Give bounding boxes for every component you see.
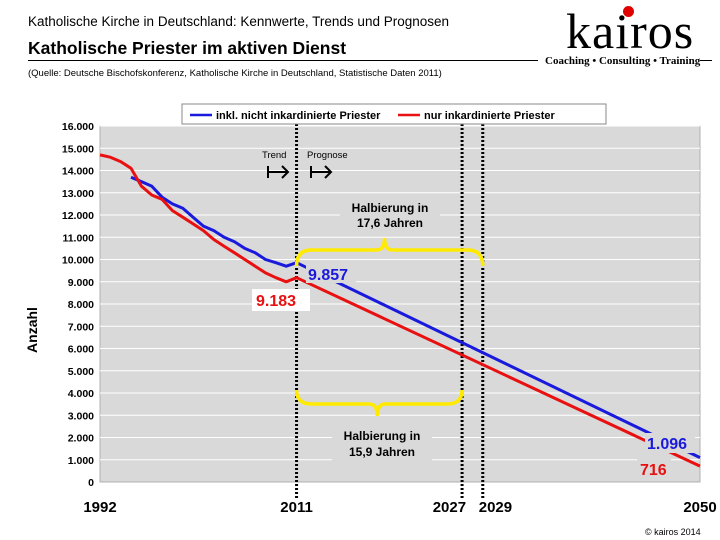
halving-upper-line1: Halbierung in [352, 201, 429, 215]
trend-label: Trend [262, 150, 286, 161]
y-tick-label: 14.000 [62, 166, 94, 178]
source-note: (Quelle: Deutsche Bischofskonferenz, Kat… [28, 68, 442, 79]
red-2050-label: 716 [640, 462, 667, 479]
red-2011-label-bg [252, 289, 310, 311]
blue-2011-label-bg [306, 263, 356, 283]
y-tick-label: 3.000 [68, 410, 94, 422]
halving-upper-line2: 17,6 Jahren [357, 216, 423, 230]
prognose-label: Prognose [307, 150, 348, 161]
copyright: © kairos 2014 [645, 527, 701, 537]
y-tick-label: 8.000 [68, 299, 94, 311]
x-tick-label: 2027 [433, 499, 466, 516]
y-tick-label: 16.000 [62, 121, 94, 133]
logo-dot-icon [623, 6, 634, 17]
y-tick-label: 6.000 [68, 344, 94, 356]
red-2011-label: 9.183 [256, 293, 296, 310]
x-tick-label: 2029 [479, 499, 512, 516]
header-divider [28, 60, 538, 61]
y-tick-label: 10.000 [62, 255, 94, 267]
y-tick-label: 1.000 [68, 455, 94, 467]
x-tick-label: 2050 [683, 499, 716, 516]
halving-lower-line2: 15,9 Jahren [349, 445, 415, 459]
halving-lower-brace [294, 389, 464, 417]
header-divider-right [700, 60, 712, 61]
y-tick-label: 2.000 [68, 433, 94, 445]
logo-tagline: Coaching • Consulting • Training [545, 55, 701, 67]
red-2050-label-bg [637, 459, 671, 479]
x-tick-label: 1992 [83, 499, 116, 516]
legend-label: nur inkardinierte Priester [424, 110, 556, 122]
y-tick-label: 12.000 [62, 210, 94, 222]
halving-lower-line1: Halbierung in [344, 429, 421, 443]
y-tick-label: 15.000 [62, 143, 94, 155]
halving-upper-brace [294, 237, 485, 267]
y-tick-label: 0 [88, 477, 94, 489]
series-line-red [99, 153, 701, 468]
series-line-blue [130, 175, 701, 459]
halving-lower-bg [332, 427, 432, 463]
blue-2050-label-bg [645, 433, 695, 453]
blue-2011-label: 9.857 [308, 267, 348, 284]
page-title: Katholische Priester im aktiven Dienst [28, 38, 347, 58]
y-tick-label: 4.000 [68, 388, 94, 400]
trend-arrow-icon [267, 165, 290, 179]
y-tick-label: 9.000 [68, 277, 94, 289]
legend-box [181, 103, 607, 125]
prognose-arrow-icon [310, 165, 333, 179]
y-tick-label: 7.000 [68, 321, 94, 333]
legend-label: inkl. nicht inkardinierte Priester [216, 110, 381, 122]
y-tick-label: 13.000 [62, 188, 94, 200]
y-axis-label: Anzahl [24, 307, 40, 353]
page-subtitle: Katholische Kirche in Deutschland: Kennw… [28, 14, 450, 29]
blue-2050-label: 1.096 [647, 436, 687, 453]
y-tick-label: 11.000 [62, 232, 94, 244]
y-tick-label: 5.000 [68, 366, 94, 378]
x-tick-label: 2011 [280, 499, 313, 516]
halving-upper-bg [340, 195, 440, 235]
